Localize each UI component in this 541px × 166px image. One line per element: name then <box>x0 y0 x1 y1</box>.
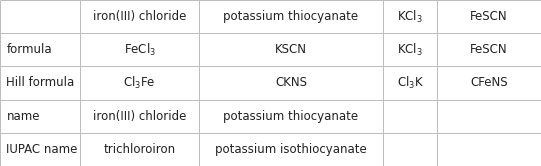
Text: $\mathregular{KCl_{3}}$: $\mathregular{KCl_{3}}$ <box>397 42 423 58</box>
Text: $\mathregular{Cl_{3}Fe}$: $\mathregular{Cl_{3}Fe}$ <box>123 75 156 91</box>
Text: iron(III) chloride: iron(III) chloride <box>93 10 186 23</box>
Text: formula: formula <box>6 43 52 56</box>
Text: FeSCN: FeSCN <box>470 10 508 23</box>
Text: name: name <box>6 110 40 123</box>
Text: potassium thiocyanate: potassium thiocyanate <box>223 10 359 23</box>
Text: $\mathregular{KCl_{3}}$: $\mathregular{KCl_{3}}$ <box>397 9 423 25</box>
Text: potassium isothiocyanate: potassium isothiocyanate <box>215 143 367 156</box>
Text: $\mathregular{FeCl_{3}}$: $\mathregular{FeCl_{3}}$ <box>123 42 156 58</box>
Text: CKNS: CKNS <box>275 77 307 89</box>
Text: KSCN: KSCN <box>275 43 307 56</box>
Text: CFeNS: CFeNS <box>470 77 508 89</box>
Text: FeSCN: FeSCN <box>470 43 508 56</box>
Text: $\mathregular{Cl_{3}K}$: $\mathregular{Cl_{3}K}$ <box>397 75 424 91</box>
Text: Hill formula: Hill formula <box>6 77 75 89</box>
Text: iron(III) chloride: iron(III) chloride <box>93 110 186 123</box>
Text: trichloroiron: trichloroiron <box>103 143 176 156</box>
Text: IUPAC name: IUPAC name <box>6 143 78 156</box>
Text: potassium thiocyanate: potassium thiocyanate <box>223 110 359 123</box>
